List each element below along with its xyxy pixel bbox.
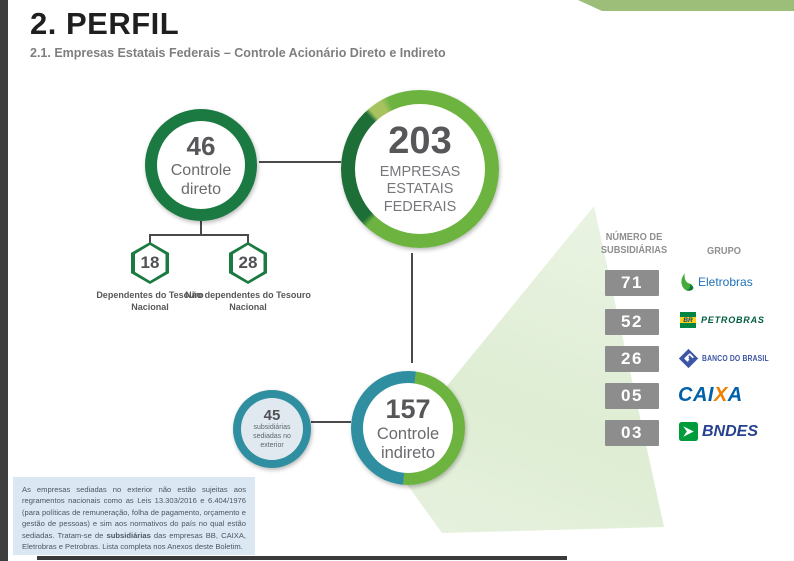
direct-control-circle: 46 Controle direto xyxy=(145,109,257,221)
bndes-logo: BNDES xyxy=(679,422,758,441)
eletrobras-leaf-icon xyxy=(681,273,694,291)
caixa-x-glyph: X xyxy=(713,384,728,406)
eletrobras-logo-text: Eletrobras xyxy=(698,275,753,289)
treasury-independent-value: 28 xyxy=(238,253,258,272)
caixa-logo-text: CAI xyxy=(678,384,714,406)
caixa-logo: CAIXA xyxy=(678,384,743,407)
eletrobras-logo: Eletrobras xyxy=(679,272,753,292)
page-title: 2. PERFIL xyxy=(30,6,180,41)
treasury-dependent-label: Dependentes do Tesouro Nacional xyxy=(96,290,204,313)
foreign-subsidiaries-circle: 45 subsidiárias sediadas no exterior xyxy=(233,390,311,468)
total-companies-value: 203 xyxy=(388,119,452,162)
treasury-dependent-value: 18 xyxy=(140,253,160,272)
section-subtitle: 2.1. Empresas Estatais Federais – Contro… xyxy=(30,46,446,60)
banco-do-brasil-icon xyxy=(678,348,699,369)
count-badge-caixa: 05 xyxy=(605,383,659,409)
direct-control-label: Controle direto xyxy=(170,162,232,198)
foreign-subsidiaries-label: subsidiárias sediadas no exterior xyxy=(253,424,291,449)
petrobras-logo-text: PETROBRAS xyxy=(701,315,765,325)
connector-line xyxy=(247,234,249,244)
bottom-dark-bar xyxy=(37,556,567,560)
indirect-control-circle: 157 Controle indireto xyxy=(351,371,465,485)
petrobras-logo: BR PETROBRAS xyxy=(680,312,765,328)
bndes-logo-text: BNDES xyxy=(702,422,759,440)
connector-line xyxy=(200,221,202,235)
count-badge-petrobras: 52 xyxy=(605,309,659,335)
footnote-text-end: das empresas BB, CAIXA, Eletrobras e Pet… xyxy=(22,530,246,551)
connector-line xyxy=(311,421,351,423)
count-badge-eletrobras: 71 xyxy=(605,270,659,296)
footnote-bold-word: subsidiárias xyxy=(106,530,151,540)
treasury-independent-label: Não dependentes do Tesouro Nacional xyxy=(185,290,311,313)
bndes-icon xyxy=(679,422,698,441)
connector-line xyxy=(149,234,151,244)
banco-do-brasil-logo-text: BANCO DO BRASIL xyxy=(702,354,769,363)
group-header: GRUPO xyxy=(707,245,741,257)
treasury-dependent-badge: 18 xyxy=(131,242,169,284)
top-green-band xyxy=(578,0,794,11)
petrobras-br-text: BR xyxy=(683,316,693,324)
foreign-subsidiaries-value: 45 xyxy=(263,407,281,425)
subsidiaries-count-header: NÚMERO DE SUBSIDIÁRIAS xyxy=(600,231,668,257)
petrobras-br-icon: BR xyxy=(680,312,696,328)
connector-line xyxy=(411,253,413,363)
footnote-box: As empresas sediadas no exterior não est… xyxy=(13,477,255,555)
connector-line xyxy=(149,234,249,236)
footnote-text: As empresas sediadas no exterior não est… xyxy=(22,485,246,540)
indirect-control-label: Controle indireto xyxy=(376,425,440,462)
total-companies-label: EMPRESAS ESTATAIS FEDERAIS xyxy=(379,163,461,215)
treasury-independent-badge: 28 xyxy=(229,242,267,284)
count-badge-banco-do-brasil: 26 xyxy=(605,346,659,372)
connector-line xyxy=(259,161,341,163)
total-companies-circle: 203 EMPRESAS ESTATAIS FEDERAIS xyxy=(341,90,499,248)
count-badge-bndes: 03 xyxy=(605,420,659,446)
indirect-control-value: 157 xyxy=(385,394,431,425)
direct-control-value: 46 xyxy=(186,131,216,162)
banco-do-brasil-logo: BANCO DO BRASIL xyxy=(678,348,781,369)
left-edge-bar xyxy=(0,0,8,561)
caixa-logo-text-end: A xyxy=(727,384,743,406)
